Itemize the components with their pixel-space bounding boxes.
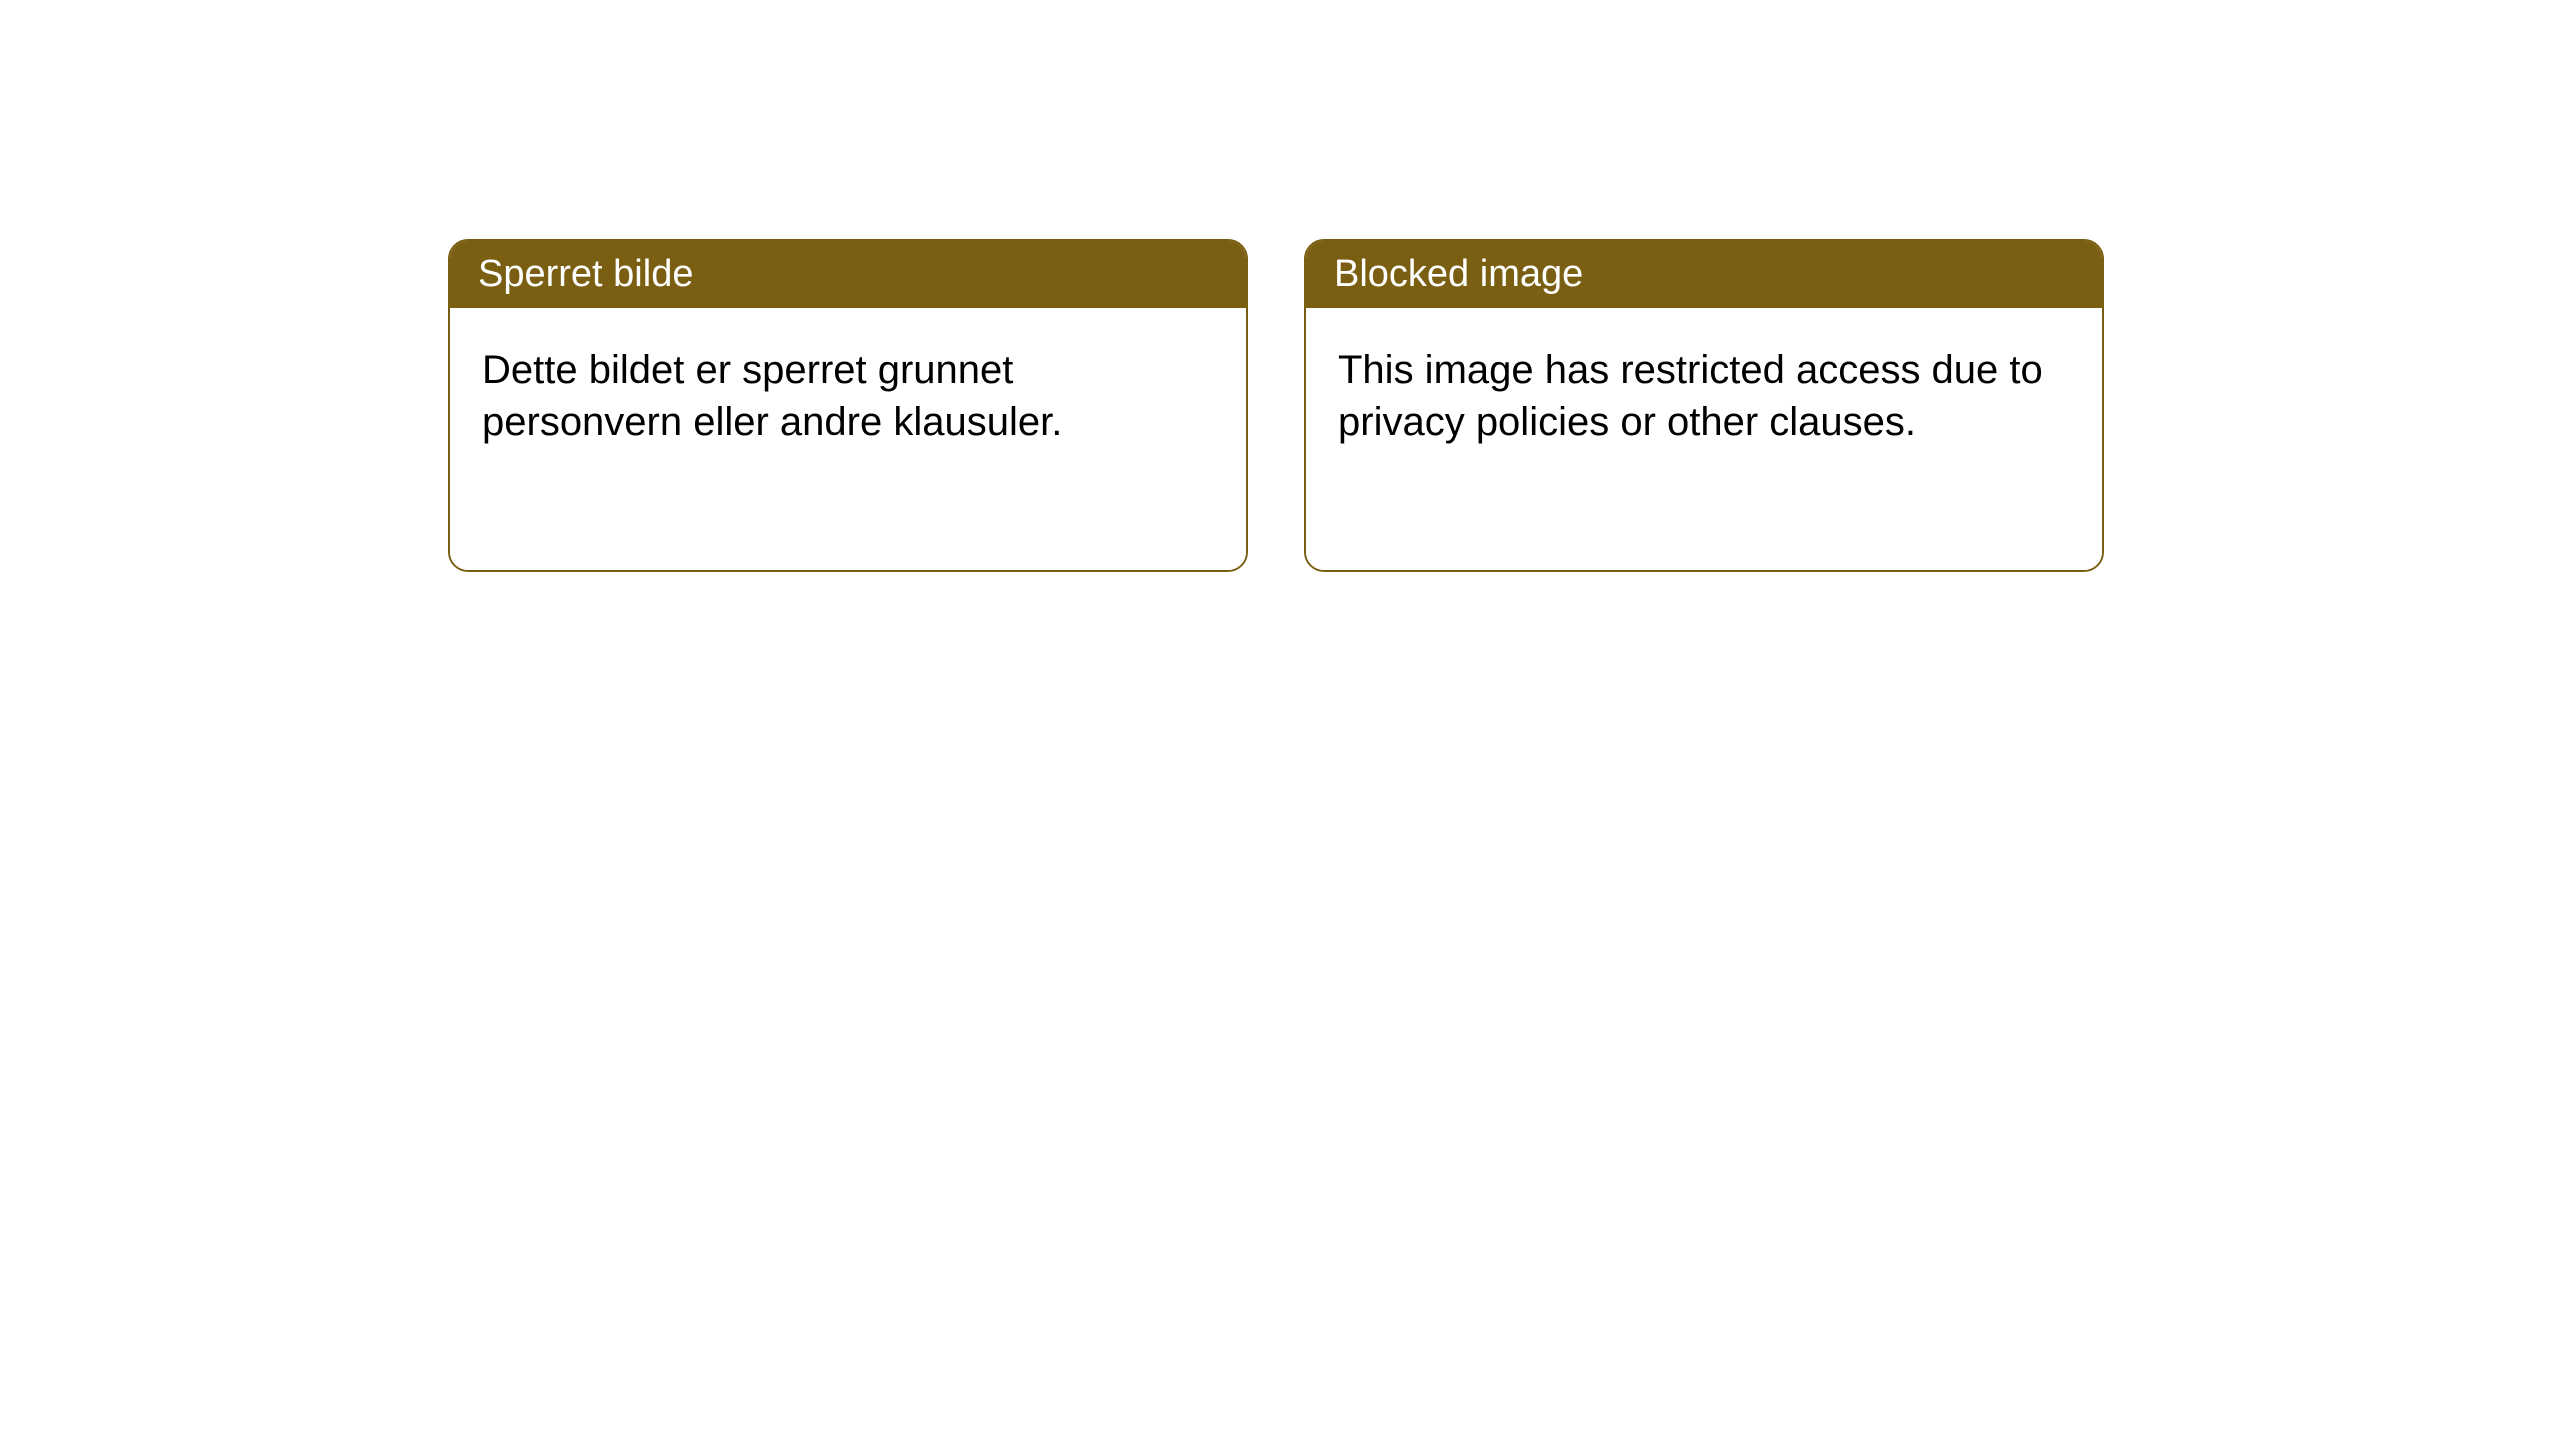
card-body-text-no: Dette bildet er sperret grunnet personve… xyxy=(482,344,1214,448)
notice-container: Sperret bilde Dette bildet er sperret gr… xyxy=(448,239,2104,572)
card-body-en: This image has restricted access due to … xyxy=(1306,308,2102,570)
card-body-no: Dette bildet er sperret grunnet personve… xyxy=(450,308,1246,570)
card-body-text-en: This image has restricted access due to … xyxy=(1338,344,2070,448)
card-header-text-en: Blocked image xyxy=(1334,253,1583,295)
card-header-text-no: Sperret bilde xyxy=(478,253,693,295)
blocked-image-card-no: Sperret bilde Dette bildet er sperret gr… xyxy=(448,239,1248,572)
card-header-no: Sperret bilde xyxy=(450,241,1246,308)
blocked-image-card-en: Blocked image This image has restricted … xyxy=(1304,239,2104,572)
card-header-en: Blocked image xyxy=(1306,241,2102,308)
